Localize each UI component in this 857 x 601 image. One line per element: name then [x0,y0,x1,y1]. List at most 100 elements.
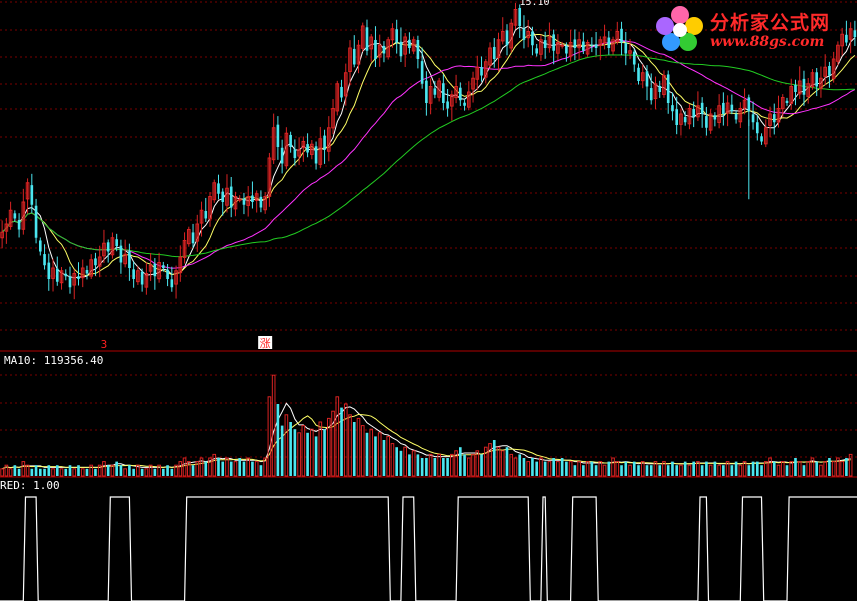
volume-bar [43,468,46,476]
candle-body [182,240,187,259]
candle-body [696,105,700,118]
candle-body [428,86,433,104]
candle-body [568,42,573,57]
volume-bar [433,458,437,476]
volume-bar [705,461,708,476]
volume-bar [166,465,169,476]
volume-bar [734,461,738,476]
candle-body [547,36,552,49]
candle-body [747,97,751,112]
moving-average-lines [1,25,856,279]
candle-body [374,39,377,59]
volume-bar [810,457,815,477]
volume-bar [182,457,187,477]
candle-body [763,127,768,145]
volume-bar [254,461,259,477]
volume-bar [72,468,77,477]
candle-body [785,100,789,103]
candle-body [806,83,811,97]
volume-bar [13,465,17,476]
volume-bar [51,468,55,477]
candle-body [836,44,840,62]
volume-bar [153,468,157,476]
candle-body [47,262,51,279]
volume-bar [259,465,263,476]
candle-body [794,85,797,92]
candle-body [772,114,776,123]
volume-bar [157,464,161,477]
volume-bar [531,458,534,476]
candle-body [280,147,284,164]
volume-bar [289,422,292,476]
volume-bar [85,468,89,476]
candle-body [301,141,306,149]
volume-bar [760,465,763,476]
candle-body [229,186,233,208]
volume-bar [212,453,217,477]
candle-body [360,25,365,49]
candle-body [195,223,200,242]
candle-body [513,9,518,26]
volume-bar [620,465,623,476]
volume-bar [280,425,284,476]
volume-bar [80,468,85,477]
candle-body [191,232,195,244]
volume-bar [819,464,823,477]
volume-bar [802,465,806,476]
volume-bar [662,461,666,477]
volume-bar [106,465,110,476]
candle-body [637,67,640,81]
candle-body [140,271,144,285]
candle-body [717,105,721,123]
volume-bar [242,461,246,476]
volume-bar [204,461,208,476]
signal-marker: 3 [101,338,108,351]
candle-body [683,117,687,123]
volume-bar [25,464,30,477]
candle-body [556,42,560,54]
candle-body [594,44,598,48]
volume-bar [442,458,445,476]
candle-body [390,28,395,41]
candle-body [377,44,382,58]
volume-bar [751,461,755,476]
volume-bar [543,461,547,476]
candle-body [21,201,26,230]
volume-bar [233,461,238,477]
volume-bar [386,435,391,477]
candle-body [679,113,683,125]
candle-body [170,279,174,288]
volume-bar [343,403,348,477]
volume-bar [602,464,607,477]
candle-body [573,39,577,48]
volume-bar [768,457,772,477]
volume-bar [170,468,174,476]
candle-body [488,47,492,66]
candle-body [408,39,411,48]
volume-bar [582,465,585,476]
volume-bar [828,458,831,476]
candle-body [267,157,272,197]
volume-bar [263,457,267,477]
volume-bar [162,468,165,476]
candle-body [85,270,89,274]
candle-body [722,102,725,114]
volume-bar [119,465,123,476]
volume-bar [492,440,496,476]
volume-bar [780,461,785,477]
indicator-series [0,496,857,601]
volume-bar [725,461,730,477]
candle-body [483,61,488,78]
volume-bar [763,461,768,477]
candle-body [658,85,662,92]
volume-bar [360,425,365,477]
volume-bar [742,461,747,477]
candle-body [51,267,55,279]
volume-bar [653,461,658,477]
volume-bar [649,465,653,476]
volume-bar [565,461,568,476]
volume-bar [115,461,118,476]
candle-body [293,149,297,158]
volume-bar [221,461,225,476]
